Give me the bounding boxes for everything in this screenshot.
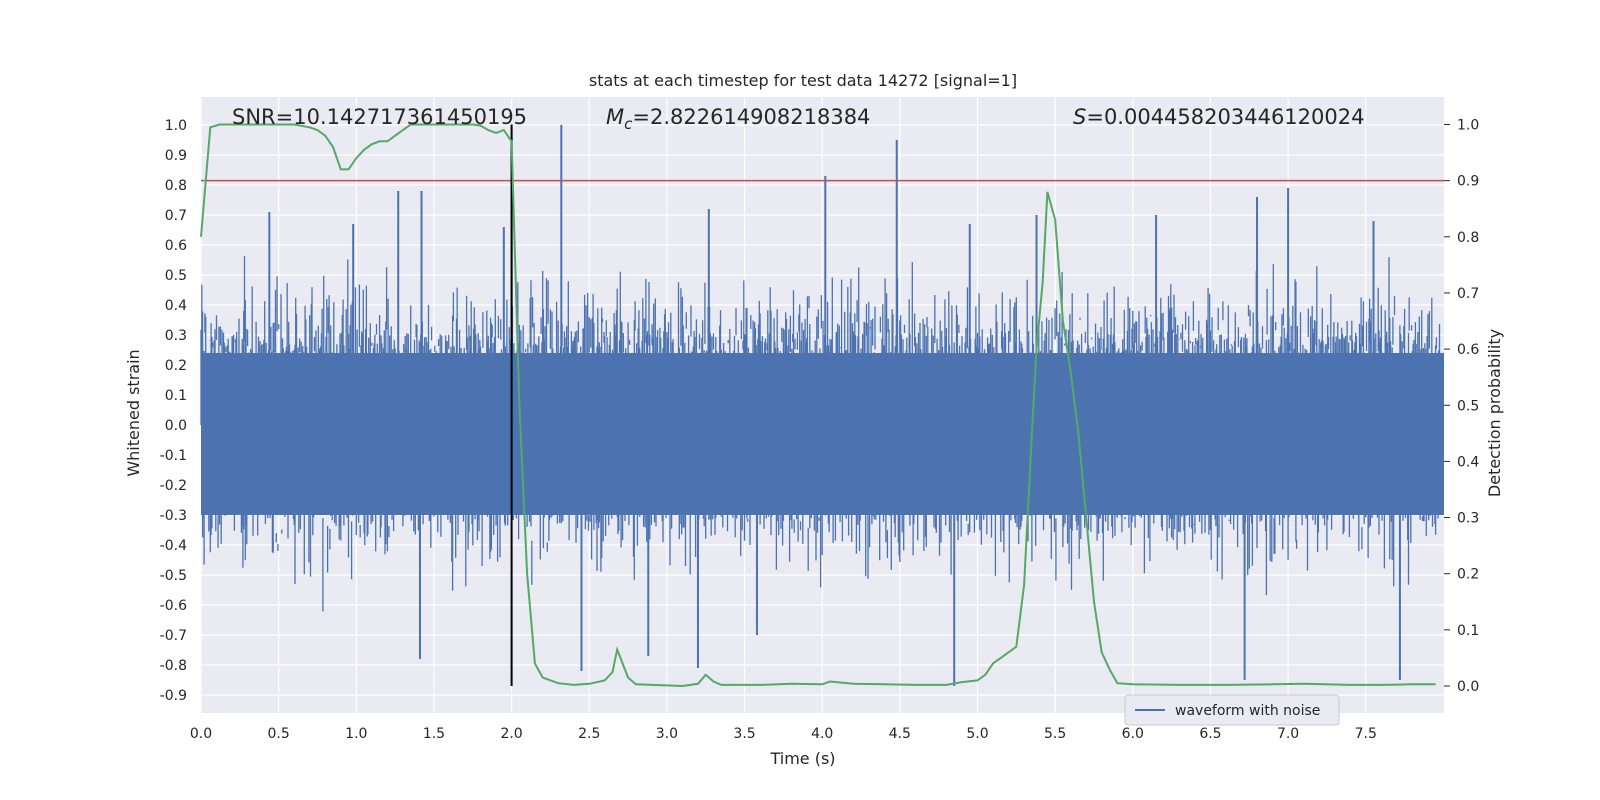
y2-tick-label: 0.8 [1457, 230, 1479, 246]
x-tick-label: 5.5 [1044, 726, 1066, 742]
x-tick-label: 4.0 [811, 726, 833, 742]
x-tick-labels: 0.0 0.5 1.0 1.5 2.0 2.5 3.0 3.5 4.0 4.5 5.0 5.5 6.0 6… [190, 726, 1377, 742]
x-tick-label: 1.0 [345, 726, 367, 742]
x-tick-label: 3.0 [656, 726, 678, 742]
snr-annotation: SNR=10.142717361450195 [232, 105, 527, 129]
waveform-core [201, 353, 1444, 515]
y2-axis-label: Detection probability [1485, 329, 1504, 497]
x-tick-label: 0.0 [190, 726, 212, 742]
waveform-series [200, 125, 1444, 686]
x-tick-label: 7.5 [1355, 726, 1377, 742]
s-annotation: S=0.004458203446120024 [1073, 105, 1364, 129]
y2-tick-label: 0.5 [1457, 398, 1479, 414]
y-tick-labels: -0.9 -0.8 -0.7 -0.6 -0.5 -0.4 -0.3 -0.2 -0.1 0.0 0… [160, 118, 187, 704]
x-tick-label: 1.5 [423, 726, 445, 742]
y-tick-label: 1.0 [165, 118, 187, 134]
x-tick-label: 6.0 [1122, 726, 1144, 742]
y-tick-label: 0.8 [165, 178, 187, 194]
y-tick-label: -0.1 [160, 448, 187, 464]
x-tick-label: 4.5 [889, 726, 911, 742]
y-tick-label: 0.0 [165, 418, 187, 434]
y2-tick-label: 0.4 [1457, 454, 1479, 470]
y2-tick-label: 0.2 [1457, 567, 1479, 583]
y2-tick-label: 0.6 [1457, 342, 1479, 358]
x-tick-label: 5.0 [966, 726, 988, 742]
detection-probability-line [200, 123, 1436, 688]
y-tick-label: -0.7 [160, 628, 187, 644]
chirp-mass-annotation: Mc=2.822614908218384 [606, 105, 870, 133]
y-tick-label: -0.6 [160, 598, 187, 614]
y-tick-label: 0.9 [165, 148, 187, 164]
y-tick-label: -0.5 [160, 568, 187, 584]
y2-tick-label: 1.0 [1457, 118, 1479, 134]
y-tick-label: 0.4 [165, 298, 187, 314]
y2-tick-label: 0.7 [1457, 286, 1479, 302]
y2-tick-label: 0.9 [1457, 174, 1479, 190]
y-axis-label: Whitened strain [124, 349, 143, 476]
y-tick-label: 0.7 [165, 208, 187, 224]
y-tick-label: -0.2 [160, 478, 187, 494]
legend-label: waveform with noise [1175, 703, 1320, 719]
y2-tick-labels: 0.0 0.1 0.2 0.3 0.4 0.5 0.6 0.7 0.8 0.9 1.0 [1444, 118, 1479, 695]
y2-tick-label: 0.1 [1457, 623, 1479, 639]
x-axis-label: Time (s) [769, 749, 835, 768]
x-tick-label: 7.0 [1277, 726, 1299, 742]
chart-title: stats at each timestep for test data 142… [589, 71, 1017, 90]
y-tick-label: 0.3 [165, 328, 187, 344]
x-tick-label: 0.5 [268, 726, 290, 742]
y-tick-label: 0.5 [165, 268, 187, 284]
y-tick-label: 0.6 [165, 238, 187, 254]
y-tick-label: 0.2 [165, 358, 187, 374]
y-tick-label: -0.8 [160, 658, 187, 674]
x-tick-label: 3.5 [733, 726, 755, 742]
y-tick-label: -0.3 [160, 508, 187, 524]
x-tick-label: 6.5 [1199, 726, 1221, 742]
x-tick-label: 2.0 [500, 726, 522, 742]
y-tick-label: -0.4 [160, 538, 187, 554]
y-tick-label: -0.9 [160, 688, 187, 704]
legend-box [1124, 694, 1340, 726]
legend: waveform with noise [1124, 694, 1340, 726]
y-tick-label: 0.1 [165, 388, 187, 404]
y2-tick-label: 0.0 [1457, 679, 1479, 695]
y2-tick-label: 0.3 [1457, 511, 1479, 527]
x-tick-label: 2.5 [578, 726, 600, 742]
